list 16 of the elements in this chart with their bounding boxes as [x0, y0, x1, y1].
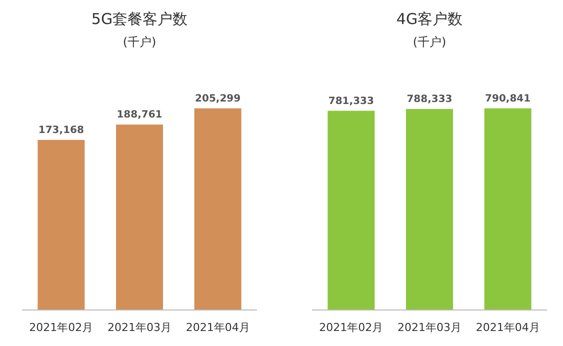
chart-title: 5G套餐客户数	[91, 10, 188, 28]
x-tick-label: 2021年04月	[186, 321, 250, 334]
x-tick-label: 2021年02月	[29, 321, 94, 334]
x-tick-label: 2021年04月	[476, 321, 540, 334]
chart-subtitle: (千户)	[122, 35, 156, 49]
chart-title: 4G客户数	[396, 10, 463, 28]
data-label: 188,761	[116, 110, 162, 121]
data-label: 205,299	[195, 93, 241, 104]
x-tick-label: 2021年02月	[319, 321, 384, 334]
data-label: 781,333	[328, 96, 374, 107]
data-label: 790,841	[485, 93, 531, 104]
data-label: 173,168	[38, 124, 84, 136]
chart-subtitle: (千户)	[412, 35, 446, 49]
data-label: 788,333	[406, 94, 452, 105]
x-tick-label: 2021年03月	[398, 321, 462, 334]
x-tick-label: 2021年03月	[108, 321, 172, 334]
